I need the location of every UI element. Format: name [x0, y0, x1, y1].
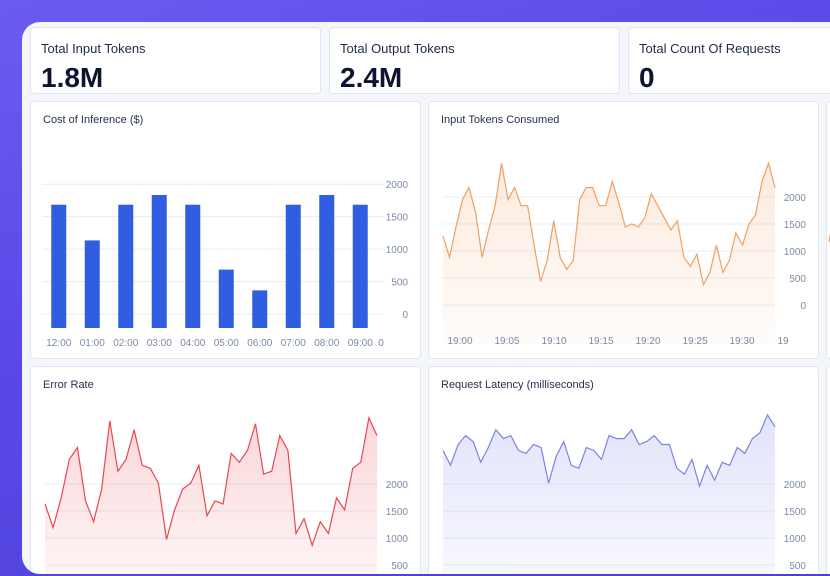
chart-card-partial-right [826, 101, 830, 359]
series-line [442, 413, 776, 489]
x-tick-label: 05:00 [214, 338, 239, 349]
y-tick-label: 2000 [386, 180, 409, 191]
y-tick-label: 500 [789, 561, 806, 572]
bar [84, 240, 100, 328]
y-tick-label: 500 [391, 278, 408, 289]
y-tick-label: 500 [391, 561, 408, 572]
stat-label: Total Output Tokens [340, 41, 455, 56]
y-tick-label: 1500 [784, 507, 807, 518]
series-area [443, 163, 775, 344]
stat-label: Total Count Of Requests [639, 41, 781, 56]
chart-card-request-latency: Request Latency (milliseconds) 2000 1500 1… [428, 366, 819, 574]
bar [352, 204, 368, 328]
stat-card-output-tokens: Total Output Tokens 2.4M [329, 27, 620, 94]
y-tick-label: 500 [789, 274, 806, 285]
x-tick-label: 06:00 [247, 338, 272, 349]
chart-title: Request Latency (milliseconds) [441, 379, 594, 391]
stat-value: 2.4M [340, 62, 403, 93]
stat-card-input-tokens: Total Input Tokens 1.8M [30, 27, 321, 94]
chart-title: Error Rate [43, 379, 94, 391]
y-tick-label: 2000 [784, 480, 807, 491]
series-area [443, 414, 775, 574]
chart-card-partial-right-bottom [826, 366, 830, 574]
bar [51, 204, 67, 328]
bar [218, 269, 234, 328]
stat-label: Total Input Tokens [41, 41, 146, 56]
chart-card-input-tokens-consumed: Input Tokens Consumed 2000 1500 1000 500 0 19… [428, 101, 819, 359]
x-tick-label: 09:00 [348, 338, 373, 349]
y-tick-label: 1500 [784, 220, 807, 231]
x-tick-label: 19:10 [541, 336, 566, 347]
x-tick-label: 19 [777, 336, 789, 347]
stat-card-request-count: Total Count Of Requests 0 [628, 27, 830, 94]
y-tick-label: 0 [800, 301, 806, 312]
x-tick-label: 08:00 [314, 338, 339, 349]
chart-title: Cost of Inference ($) [43, 114, 144, 126]
stat-value: 1.8M [41, 62, 104, 93]
series-line [442, 161, 776, 287]
x-tick-label: 19:30 [729, 336, 754, 347]
x-tick-label: 01:00 [80, 338, 105, 349]
x-tick-label: 12:00 [46, 338, 71, 349]
bar [252, 290, 268, 328]
bar [319, 194, 335, 328]
x-tick-label: 19:20 [635, 336, 660, 347]
series-line [44, 415, 378, 548]
x-tick-label: 19:25 [682, 336, 707, 347]
stat-value: 0 [639, 62, 655, 93]
x-tick-label: 04:00 [180, 338, 205, 349]
bar [151, 194, 167, 328]
dashboard-panel: Total Input Tokens 1.8M Total Output Tok… [22, 22, 830, 574]
x-tick-label: 19:15 [588, 336, 613, 347]
y-tick-label: 1000 [386, 245, 409, 256]
cost-of-inference-chart: 2000 1500 1000 500 0 12:00 01:00 02:00 03:00 04:0… [42, 180, 409, 349]
y-tick-label: 2000 [784, 193, 807, 204]
input-tokens-consumed-chart: 2000 1500 1000 500 0 19:00 19:05 19:10 19:15 19:2… [442, 161, 807, 347]
bar [185, 204, 201, 328]
y-tick-label: 0 [402, 310, 408, 321]
x-tick-label: 19:00 [447, 336, 472, 347]
bar [285, 204, 301, 328]
x-tick-label: 02:00 [113, 338, 138, 349]
y-tick-label: 1500 [386, 507, 409, 518]
chart-card-cost-of-inference: Cost of Inference ($) 2000 1500 1000 500 0 12… [30, 101, 421, 359]
y-tick-label: 1000 [784, 534, 807, 545]
y-tick-label: 2000 [386, 480, 409, 491]
x-tick-label: 03:00 [147, 338, 172, 349]
chart-title: Input Tokens Consumed [441, 114, 560, 126]
y-tick-label: 1500 [386, 213, 409, 224]
series-area [45, 417, 377, 574]
y-tick-label: 1000 [784, 247, 807, 258]
bar [118, 204, 134, 328]
x-tick-label: 19:05 [494, 336, 519, 347]
x-tick-label: 0 [378, 338, 384, 349]
x-tick-label: 07:00 [281, 338, 306, 349]
y-tick-label: 1000 [386, 534, 409, 545]
